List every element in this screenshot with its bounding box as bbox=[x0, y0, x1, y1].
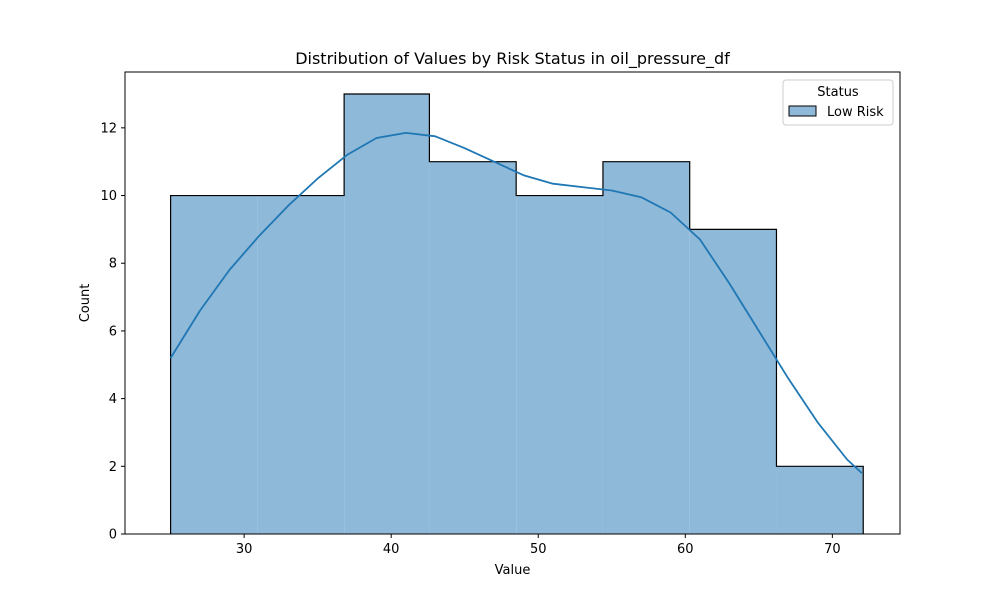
histogram-bar bbox=[776, 466, 864, 534]
y-tick-label: 8 bbox=[109, 257, 117, 272]
histogram-bar bbox=[344, 94, 430, 534]
x-tick-label: 40 bbox=[383, 542, 400, 557]
y-tick-label: 12 bbox=[100, 121, 117, 136]
histogram-bar bbox=[257, 195, 345, 535]
histogram-bar bbox=[602, 161, 690, 534]
legend-label-low-risk: Low Risk bbox=[827, 105, 884, 120]
chart-title: Distribution of Values by Risk Status in… bbox=[295, 49, 730, 69]
legend-title: Status bbox=[817, 85, 859, 100]
legend-swatch-low-risk bbox=[788, 105, 817, 117]
y-tick-label: 0 bbox=[109, 528, 117, 543]
y-axis: 0 2 4 6 8 10 12 bbox=[100, 121, 125, 543]
x-tick-label: 30 bbox=[236, 542, 253, 557]
histogram-bar bbox=[516, 195, 603, 535]
axes-frame bbox=[124, 71, 901, 535]
y-tick-label: 2 bbox=[109, 460, 117, 475]
histogram-bar bbox=[429, 161, 517, 534]
y-tick-label: 4 bbox=[109, 392, 117, 407]
plot-area bbox=[169, 93, 864, 535]
y-tick-label: 10 bbox=[100, 189, 117, 204]
x-axis: 30 40 50 60 70 bbox=[236, 534, 841, 557]
histogram-outline bbox=[169, 93, 864, 534]
x-tick-label: 50 bbox=[530, 542, 547, 557]
legend: Status Low Risk bbox=[782, 79, 894, 126]
kde-curve bbox=[169, 131, 863, 474]
x-axis-label: Value bbox=[495, 563, 531, 578]
histogram-bar bbox=[170, 195, 258, 535]
y-tick-label: 6 bbox=[109, 324, 117, 339]
x-tick-label: 60 bbox=[677, 542, 694, 557]
histogram-bar bbox=[689, 229, 777, 534]
y-axis-label: Count bbox=[78, 284, 93, 323]
x-tick-label: 70 bbox=[824, 542, 841, 557]
